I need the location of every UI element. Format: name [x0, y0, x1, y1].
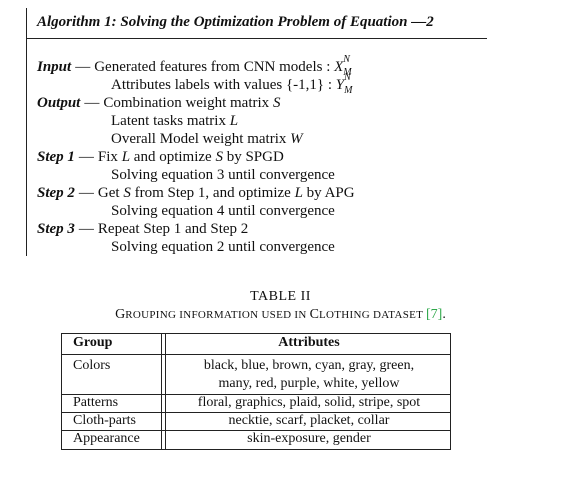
dash: — [84, 95, 100, 111]
table-caption: GROUPING INFORMATION USED IN CLOTHING DA… [0, 307, 561, 323]
step2-label: Step 2 [37, 185, 75, 201]
row-divider [61, 412, 451, 413]
input-x-subscript: M [343, 67, 352, 78]
input-y-superscript: N [344, 72, 351, 83]
table-row-group: Colors [73, 358, 111, 373]
input-line2-text: Attributes labels with values {-1,1} : [111, 77, 336, 93]
output-symbol-l: L [229, 113, 239, 129]
output-line3-text: Overall Model weight matrix [111, 131, 291, 147]
output-label: Output [37, 95, 81, 111]
algorithm-output-line-1: Output — Combination weight matrix S [37, 94, 280, 112]
table-row-attributes: floral, graphics, plaid, solid, stripe, … [197, 395, 421, 410]
header-group: Group [73, 335, 113, 350]
citation-link[interactable]: [7] [426, 307, 443, 322]
column-divider [165, 333, 166, 450]
row-divider [61, 394, 451, 395]
step2-symbol-l: L [294, 185, 303, 201]
input-line1-text: Generated features from CNN models : [94, 59, 335, 75]
step3-text: Repeat Step 1 and Step 2 [97, 221, 249, 237]
caption-smallcaps-1: ROUPING INFORMATION USED IN [125, 309, 310, 321]
row-divider [61, 430, 451, 431]
algorithm-step2-line-2: Solving equation 4 until convergence [111, 203, 335, 219]
input-symbol-x: X [334, 59, 344, 75]
step2-symbol-s: S [123, 185, 131, 201]
algorithm-output-line-3: Overall Model weight matrix W [111, 130, 303, 148]
table-row-attributes: skin-exposure, gender [247, 431, 371, 446]
step1-text-a: Fix [97, 149, 122, 165]
step3-label: Step 3 [37, 221, 75, 237]
table-row-attributes: many, red, purple, white, yellow [218, 376, 400, 391]
table-row-attributes: black, blue, brown, cyan, gray, green, [203, 358, 415, 373]
output-symbol-s: S [272, 95, 281, 111]
input-y-subscript: M [344, 85, 353, 96]
table-row-group: Patterns [73, 395, 119, 410]
table-border [61, 333, 451, 450]
algorithm-step1-line-1: Step 1— Fix L and optimize S by SPGD [37, 148, 284, 166]
step1-symbol-l: L [121, 149, 131, 165]
step1-text-c: by SPGD [222, 149, 284, 165]
input-x-superscript: N [343, 54, 350, 65]
step2-text-a: Get [97, 185, 124, 201]
algorithm-input-line-1: Input — Generated features from CNN models… [37, 54, 354, 78]
input-label: Input [37, 59, 72, 75]
step1-symbol-s: S [215, 149, 223, 165]
output-line1-text: Combination weight matrix [103, 95, 273, 111]
column-divider [161, 333, 162, 450]
dash: — [75, 59, 91, 75]
algorithm-step3-line-2: Solving equation 2 until convergence [111, 239, 335, 255]
header-divider [61, 354, 451, 355]
caption-cap-g: G [115, 307, 126, 322]
header-attributes: Attributes [278, 335, 340, 350]
table-row-group: Appearance [73, 431, 140, 446]
table-row-group: Cloth-parts [73, 413, 136, 428]
algorithm-title-rule [27, 38, 487, 39]
algorithm-step3-line-1: Step 3— Repeat Step 1 and Step 2 [37, 220, 248, 238]
algorithm-input-line-2: Attributes labels with values {-1,1} : Y… [111, 72, 355, 96]
step2-text-b: from Step 1, and optimize [130, 185, 295, 201]
dash: — [78, 185, 94, 201]
algorithm-box: Algorithm 1: Solving the Optimization Pr… [26, 8, 487, 256]
input-symbol-y: Y [335, 77, 345, 93]
algorithm-step1-line-2: Solving equation 3 until convergence [111, 167, 335, 183]
step1-label: Step 1 [37, 149, 75, 165]
algorithm-output-line-2: Latent tasks matrix L [111, 112, 238, 130]
step2-text-c: by APG [302, 185, 355, 201]
step1-text-b: and optimize [130, 149, 216, 165]
caption-period: . [442, 307, 446, 322]
algorithm-step2-line-1: Step 2— Get S from Step 1, and optimize L… [37, 184, 355, 202]
output-symbol-w: W [290, 131, 303, 147]
algorithm-title: Algorithm 1: Solving the Optimization Pr… [37, 14, 434, 30]
dash: — [78, 149, 94, 165]
table-label: TABLE II [250, 289, 311, 304]
output-line2-text: Latent tasks matrix [111, 113, 230, 129]
caption-cap-c: C [309, 307, 320, 322]
table-row-attributes: necktie, scarf, placket, collar [228, 413, 390, 428]
dash: — [78, 221, 94, 237]
caption-smallcaps-2: LOTHING DATASET [319, 309, 427, 321]
grouping-table: Group Attributes Colors black, blue, bro… [61, 333, 451, 450]
